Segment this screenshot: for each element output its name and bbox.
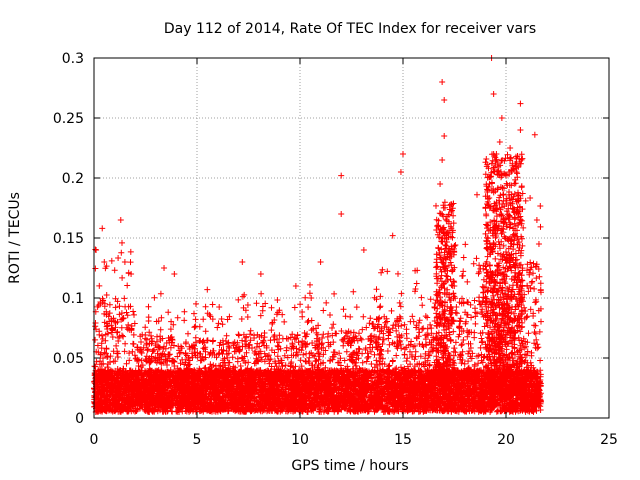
roti-peak-point (496, 139, 503, 145)
roti-peak-point (439, 79, 446, 85)
y-tick-label: 0.05 (53, 351, 84, 367)
roti-peak-point (204, 286, 211, 293)
x-tick-label: 10 (291, 432, 309, 448)
roti-peak-point (533, 217, 540, 223)
y-tick-label: 0.15 (53, 231, 84, 247)
roti-peak-point (338, 172, 345, 179)
roti-peak-point (498, 115, 505, 121)
roti-peak-point (490, 91, 497, 97)
roti-peak-point (400, 151, 406, 157)
axis-ticks: 0 0.05 0.1 0.15 0.2 0.25 0.3 0 5 10 15 20 25 (53, 51, 618, 448)
roti-peak-point (171, 271, 178, 277)
roti-peak-point (317, 259, 324, 265)
roti-peak-point (101, 259, 108, 265)
roti-peak-point (517, 127, 524, 133)
roti-peak-point (99, 225, 106, 232)
roti-peak-point (117, 217, 124, 223)
y-tick-label: 0.2 (62, 171, 84, 187)
y-tick-label: 0.25 (53, 111, 84, 127)
y-tick-label: 0 (75, 411, 84, 427)
roti-peak-point (292, 283, 299, 289)
roti-peak-point (441, 133, 448, 139)
roti-peak-point (161, 265, 168, 271)
roti-peak-point (441, 97, 448, 103)
y-axis-label: ROTI / TECUs (7, 192, 23, 284)
x-tick-label: 0 (90, 432, 99, 448)
roti-peak-point (360, 247, 367, 253)
data-points (91, 55, 544, 415)
x-tick-label: 15 (394, 432, 412, 448)
roti-peak-point (517, 100, 524, 107)
roti-peak-point (437, 181, 444, 187)
roti-point-cloud (91, 151, 544, 415)
roti-peak-point (121, 259, 128, 265)
roti-peak-point (490, 151, 497, 157)
roti-peak-point (397, 169, 404, 175)
roti-peak-point (389, 232, 396, 239)
y-tick-label: 0.1 (62, 291, 84, 307)
x-tick-label: 5 (193, 432, 202, 448)
x-axis-label: GPS time / hours (291, 458, 408, 474)
roti-peak-point (338, 211, 345, 217)
x-tick-label: 20 (497, 432, 515, 448)
roti-peak-point (439, 157, 446, 163)
roti-peak-point (535, 241, 542, 247)
y-tick-label: 0.3 (62, 51, 84, 67)
roti-peak-point (507, 145, 514, 151)
roti-peak-point (239, 259, 246, 265)
x-tick-label: 25 (600, 432, 618, 448)
roti-peak-point (257, 271, 264, 277)
roti-peak-point (128, 271, 135, 277)
chart-title: Day 112 of 2014, Rate Of TEC Index for r… (164, 21, 536, 37)
roti-peak-point (531, 131, 538, 138)
